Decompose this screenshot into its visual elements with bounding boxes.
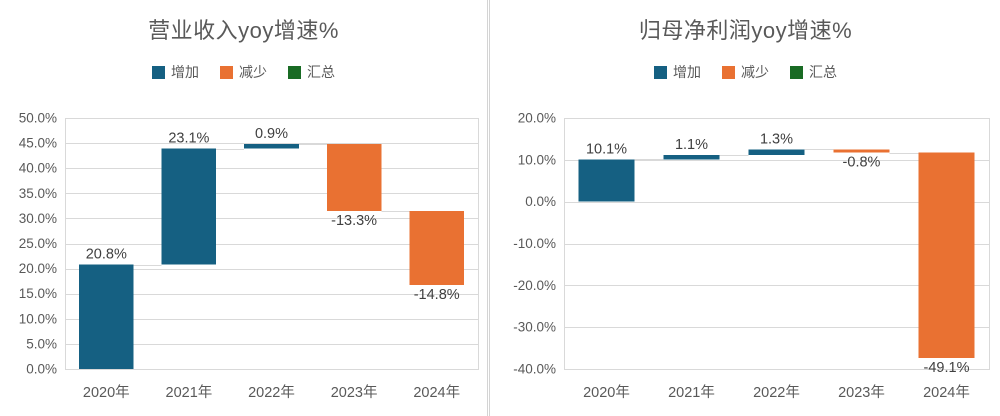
- x-axis-label: 2023年: [331, 384, 378, 401]
- x-axis-label: 2024年: [413, 384, 460, 401]
- data-label: 23.1%: [168, 131, 209, 147]
- y-tick-label: 50.0%: [19, 111, 57, 126]
- waterfall-svg: 20.8% 23.1% 0.9% -13.3% -14.8% 0.0% 5.0% 10.0% 1…: [19, 111, 479, 401]
- plot-border: [564, 118, 990, 370]
- data-label: 20.8%: [86, 247, 127, 263]
- y-tick-label: 20.0%: [19, 261, 57, 276]
- data-label: -0.8%: [843, 155, 881, 171]
- chart-title: 归母净利润yoy增速%: [638, 18, 853, 43]
- legend-swatch-decrease: [722, 65, 735, 79]
- legend-swatch-total: [288, 65, 301, 79]
- waterfall-plot: 10.1% 1.1% 1.3% -0.8% -49.1% -40.0% -30.0% -20.…: [490, 0, 1000, 416]
- x-axis-label: 2021年: [668, 384, 715, 401]
- y-tick-label: -40.0%: [513, 362, 556, 377]
- data-label: -14.8%: [414, 287, 460, 303]
- y-tick-label: 10.0%: [19, 311, 57, 326]
- chart-panel-net-profit: 归母净利润yoy增速% 增加 减少 汇总 10.1% 1.1% 1.3% -0.8% -49…: [489, 0, 1000, 416]
- legend-label: 汇总: [809, 64, 837, 80]
- waterfall-bar-2024年: [918, 152, 975, 359]
- data-label: -49.1%: [924, 360, 970, 376]
- y-tick-label: 25.0%: [19, 236, 57, 251]
- legend-label: 增加: [171, 64, 199, 80]
- chart-panel-revenue: 营业收入yoy增速% 增加 减少 汇总 20.8% 23.1% 0.9% -13.3% -1…: [0, 0, 488, 416]
- y-tick-label: 40.0%: [19, 161, 57, 176]
- plot-border: [65, 118, 479, 370]
- legend-item-total: 汇总: [790, 65, 837, 79]
- x-axis-label: 2020年: [83, 384, 130, 401]
- legend-item-increase: 增加: [152, 65, 199, 79]
- legend-swatch-total: [790, 65, 803, 79]
- y-tick-label: -30.0%: [513, 320, 556, 335]
- y-tick-label: -10.0%: [513, 236, 556, 251]
- y-tick-label: 30.0%: [19, 211, 57, 226]
- x-axis-label: 2023年: [838, 384, 885, 401]
- waterfall-bar-2020年: [79, 264, 134, 369]
- y-tick-label: 10.0%: [518, 152, 556, 167]
- x-axis-label: 2021年: [166, 384, 213, 401]
- waterfall-svg: 10.1% 1.1% 1.3% -0.8% -49.1% -40.0% -30.0% -20.…: [513, 111, 990, 401]
- y-tick-label: -20.0%: [513, 278, 556, 293]
- data-label: -13.3%: [331, 213, 377, 229]
- y-tick-label: 0.0%: [525, 194, 556, 209]
- waterfall-plot: 20.8% 23.1% 0.9% -13.3% -14.8% 0.0% 5.0% 10.0% 1…: [0, 0, 487, 416]
- x-axis-label: 2024年: [923, 384, 970, 401]
- legend-label: 减少: [741, 64, 769, 80]
- data-label: 1.1%: [675, 137, 708, 153]
- waterfall-bar-2023年: [326, 144, 382, 211]
- x-axis-label: 2022年: [248, 384, 295, 401]
- legend-label: 增加: [673, 64, 701, 80]
- x-axis-label: 2020年: [583, 384, 630, 401]
- legend-item-decrease: 减少: [722, 65, 769, 79]
- y-tick-label: 45.0%: [19, 136, 57, 151]
- chart-legend: 增加 减少 汇总: [0, 63, 487, 81]
- data-label: 1.3%: [760, 131, 793, 147]
- waterfall-bar-2021年: [161, 148, 217, 265]
- y-tick-label: 15.0%: [19, 286, 57, 301]
- y-tick-label: 20.0%: [518, 111, 556, 126]
- y-tick-label: 5.0%: [26, 336, 57, 351]
- waterfall-bar-2020年: [578, 159, 635, 202]
- data-label: 10.1%: [586, 141, 627, 157]
- legend-label: 汇总: [307, 64, 335, 80]
- y-tick-label: 35.0%: [19, 186, 57, 201]
- x-axis-label: 2022年: [753, 384, 800, 401]
- waterfall-bar-2022年: [748, 149, 805, 155]
- legend-label: 减少: [239, 64, 267, 80]
- legend-item-total: 汇总: [288, 65, 335, 79]
- waterfall-bar-2022年: [244, 144, 299, 149]
- legend-swatch-increase: [152, 65, 165, 79]
- legend-item-increase: 增加: [654, 65, 701, 79]
- y-tick-label: 0.0%: [26, 362, 57, 377]
- chart-legend: 增加 减少 汇总: [490, 63, 1000, 81]
- data-label: 0.9%: [255, 126, 288, 142]
- waterfall-bar-2023年: [833, 149, 890, 153]
- chart-title: 营业收入yoy增速%: [148, 18, 339, 43]
- legend-item-decrease: 减少: [220, 65, 267, 79]
- legend-swatch-decrease: [220, 65, 233, 79]
- waterfall-bar-2021年: [663, 154, 720, 160]
- waterfall-bar-2024年: [409, 210, 464, 286]
- legend-swatch-increase: [654, 65, 667, 79]
